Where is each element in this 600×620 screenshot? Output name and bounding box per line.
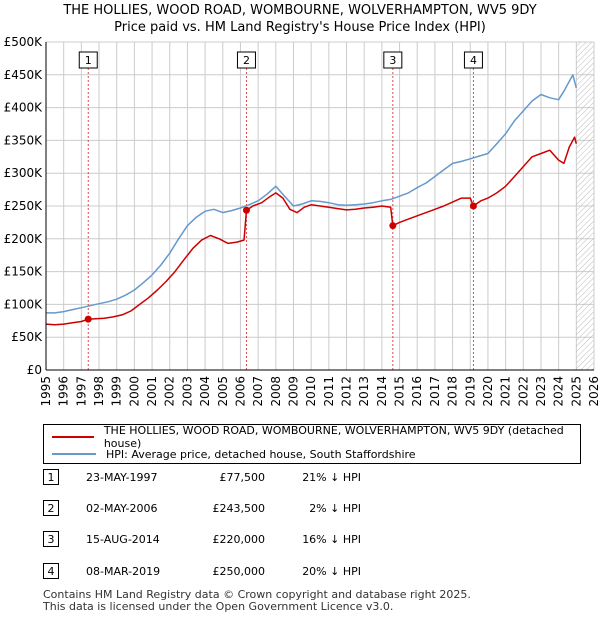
y-tick-label: £500K — [4, 35, 44, 49]
sale-number: 1 — [43, 469, 59, 485]
sale-point — [389, 222, 397, 230]
y-tick-label: £100K — [4, 297, 44, 311]
x-tick-label: 2000 — [127, 376, 141, 407]
sale-marker-label: 4 — [470, 54, 477, 67]
x-tick-label: 2016 — [410, 376, 424, 407]
x-tick-label: 1998 — [92, 376, 106, 407]
x-tick-label: 2021 — [499, 376, 513, 407]
sale-point — [469, 202, 477, 210]
sale-hpi-diff: 20% ↓ HPI — [302, 565, 361, 578]
chart-title: THE HOLLIES, WOOD ROAD, WOMBOURNE, WOLVE… — [63, 3, 537, 18]
x-tick-label: 2009 — [286, 376, 300, 407]
y-tick-label: £300K — [4, 166, 44, 180]
x-tick-label: 1997 — [74, 376, 88, 407]
x-tick-label: 2023 — [534, 376, 548, 407]
x-tick-label: 2026 — [587, 376, 600, 407]
x-tick-label: 2015 — [393, 376, 407, 407]
x-tick-label: 2008 — [269, 376, 283, 407]
sale-number: 4 — [43, 563, 59, 579]
price-chart: 1 2 3 4 £0 £50K £100K £150K £200K £250K £300K £350… — [4, 35, 600, 407]
x-tick-label: 2022 — [516, 376, 530, 407]
x-tick-label: 2002 — [163, 376, 177, 407]
chart-subtitle: Price paid vs. HM Land Registry's House … — [114, 20, 486, 35]
sale-price: £250,000 — [212, 565, 266, 578]
x-tick-label: 2025 — [569, 376, 583, 407]
footer-copyright: Contains HM Land Registry data © Crown c… — [43, 588, 471, 601]
legend: THE HOLLIES, WOOD ROAD, WOMBOURNE, WOLVE… — [43, 424, 581, 464]
sale-marker-label: 3 — [389, 54, 396, 67]
x-tick-label: 1999 — [110, 376, 124, 407]
x-tick-label: 2005 — [216, 376, 230, 407]
sale-date: 15-AUG-2014 — [86, 533, 160, 546]
y-tick-label: £50K — [11, 330, 43, 344]
sale-price: £220,000 — [212, 533, 266, 546]
y-tick-label: £150K — [4, 265, 44, 279]
x-tick-label: 2018 — [446, 376, 460, 407]
sale-date: 08-MAR-2019 — [86, 565, 161, 578]
x-tick-label: 1996 — [57, 376, 71, 407]
y-tick-label: £350K — [4, 133, 44, 147]
sale-marker-box — [236, 51, 256, 69]
series-line-hpi — [46, 74, 578, 314]
y-tick-label: £400K — [4, 101, 44, 115]
legend-item-hpi: HPI: Average price, detached house, Sout… — [52, 445, 416, 463]
x-tick-label: 2014 — [375, 376, 389, 407]
sale-hpi-diff: 21% ↓ HPI — [302, 471, 361, 484]
sale-hpi-diff: 2% ↓ HPI — [309, 502, 361, 515]
x-tick-label: 2024 — [552, 376, 566, 407]
x-tick-label: 2020 — [481, 376, 495, 407]
x-tick-label: 2006 — [233, 376, 247, 407]
legend-label-hpi: HPI: Average price, detached house, Sout… — [106, 447, 416, 461]
sale-marker-box — [463, 51, 483, 69]
x-tick-label: 2012 — [340, 376, 354, 407]
x-tick-label: 2019 — [463, 376, 477, 407]
legend-swatch-hpi — [52, 453, 96, 455]
forecast-hatch — [576, 42, 594, 370]
sale-price: £77,500 — [219, 471, 266, 484]
sale-date: 02-MAY-2006 — [86, 502, 158, 515]
y-tick-label: £450K — [4, 68, 44, 82]
x-tick-label: 2007 — [251, 376, 265, 407]
sale-date: 23-MAY-1997 — [86, 471, 158, 484]
footer: Contains HM Land Registry data © Crown c… — [43, 589, 471, 613]
sale-marker-box — [383, 51, 403, 69]
legend-item-property: THE HOLLIES, WOOD ROAD, WOMBOURNE, WOLVE… — [52, 424, 580, 450]
x-tick-label: 2013 — [357, 376, 371, 407]
legend-label-property: THE HOLLIES, WOOD ROAD, WOMBOURNE, WOLVE… — [103, 424, 564, 450]
sale-hpi-diff: 16% ↓ HPI — [302, 533, 361, 546]
y-tick-label: £0 — [27, 363, 42, 377]
sale-number: 2 — [43, 500, 59, 516]
x-tick-label: 2001 — [145, 376, 159, 407]
series-line-property — [45, 136, 578, 326]
sale-marker-label: 1 — [85, 54, 92, 67]
footer-licence: This data is licensed under the Open Gov… — [43, 600, 394, 613]
legend-swatch-property — [52, 436, 94, 438]
sale-marker-box — [78, 51, 98, 69]
x-tick-label: 2010 — [304, 376, 318, 407]
sale-price: £243,500 — [212, 502, 266, 515]
y-tick-label: £200K — [4, 232, 44, 246]
sale-marker-label: 2 — [243, 54, 250, 67]
x-tick-label: 2004 — [198, 376, 212, 407]
x-tick-label: 2017 — [428, 376, 442, 407]
sale-point — [242, 206, 250, 214]
y-tick-label: £250K — [4, 199, 44, 213]
x-tick-label: 2003 — [180, 376, 194, 407]
sale-point — [84, 315, 92, 323]
sale-number: 3 — [43, 531, 59, 547]
x-tick-label: 1995 — [39, 376, 53, 407]
x-tick-label: 2011 — [322, 376, 336, 407]
